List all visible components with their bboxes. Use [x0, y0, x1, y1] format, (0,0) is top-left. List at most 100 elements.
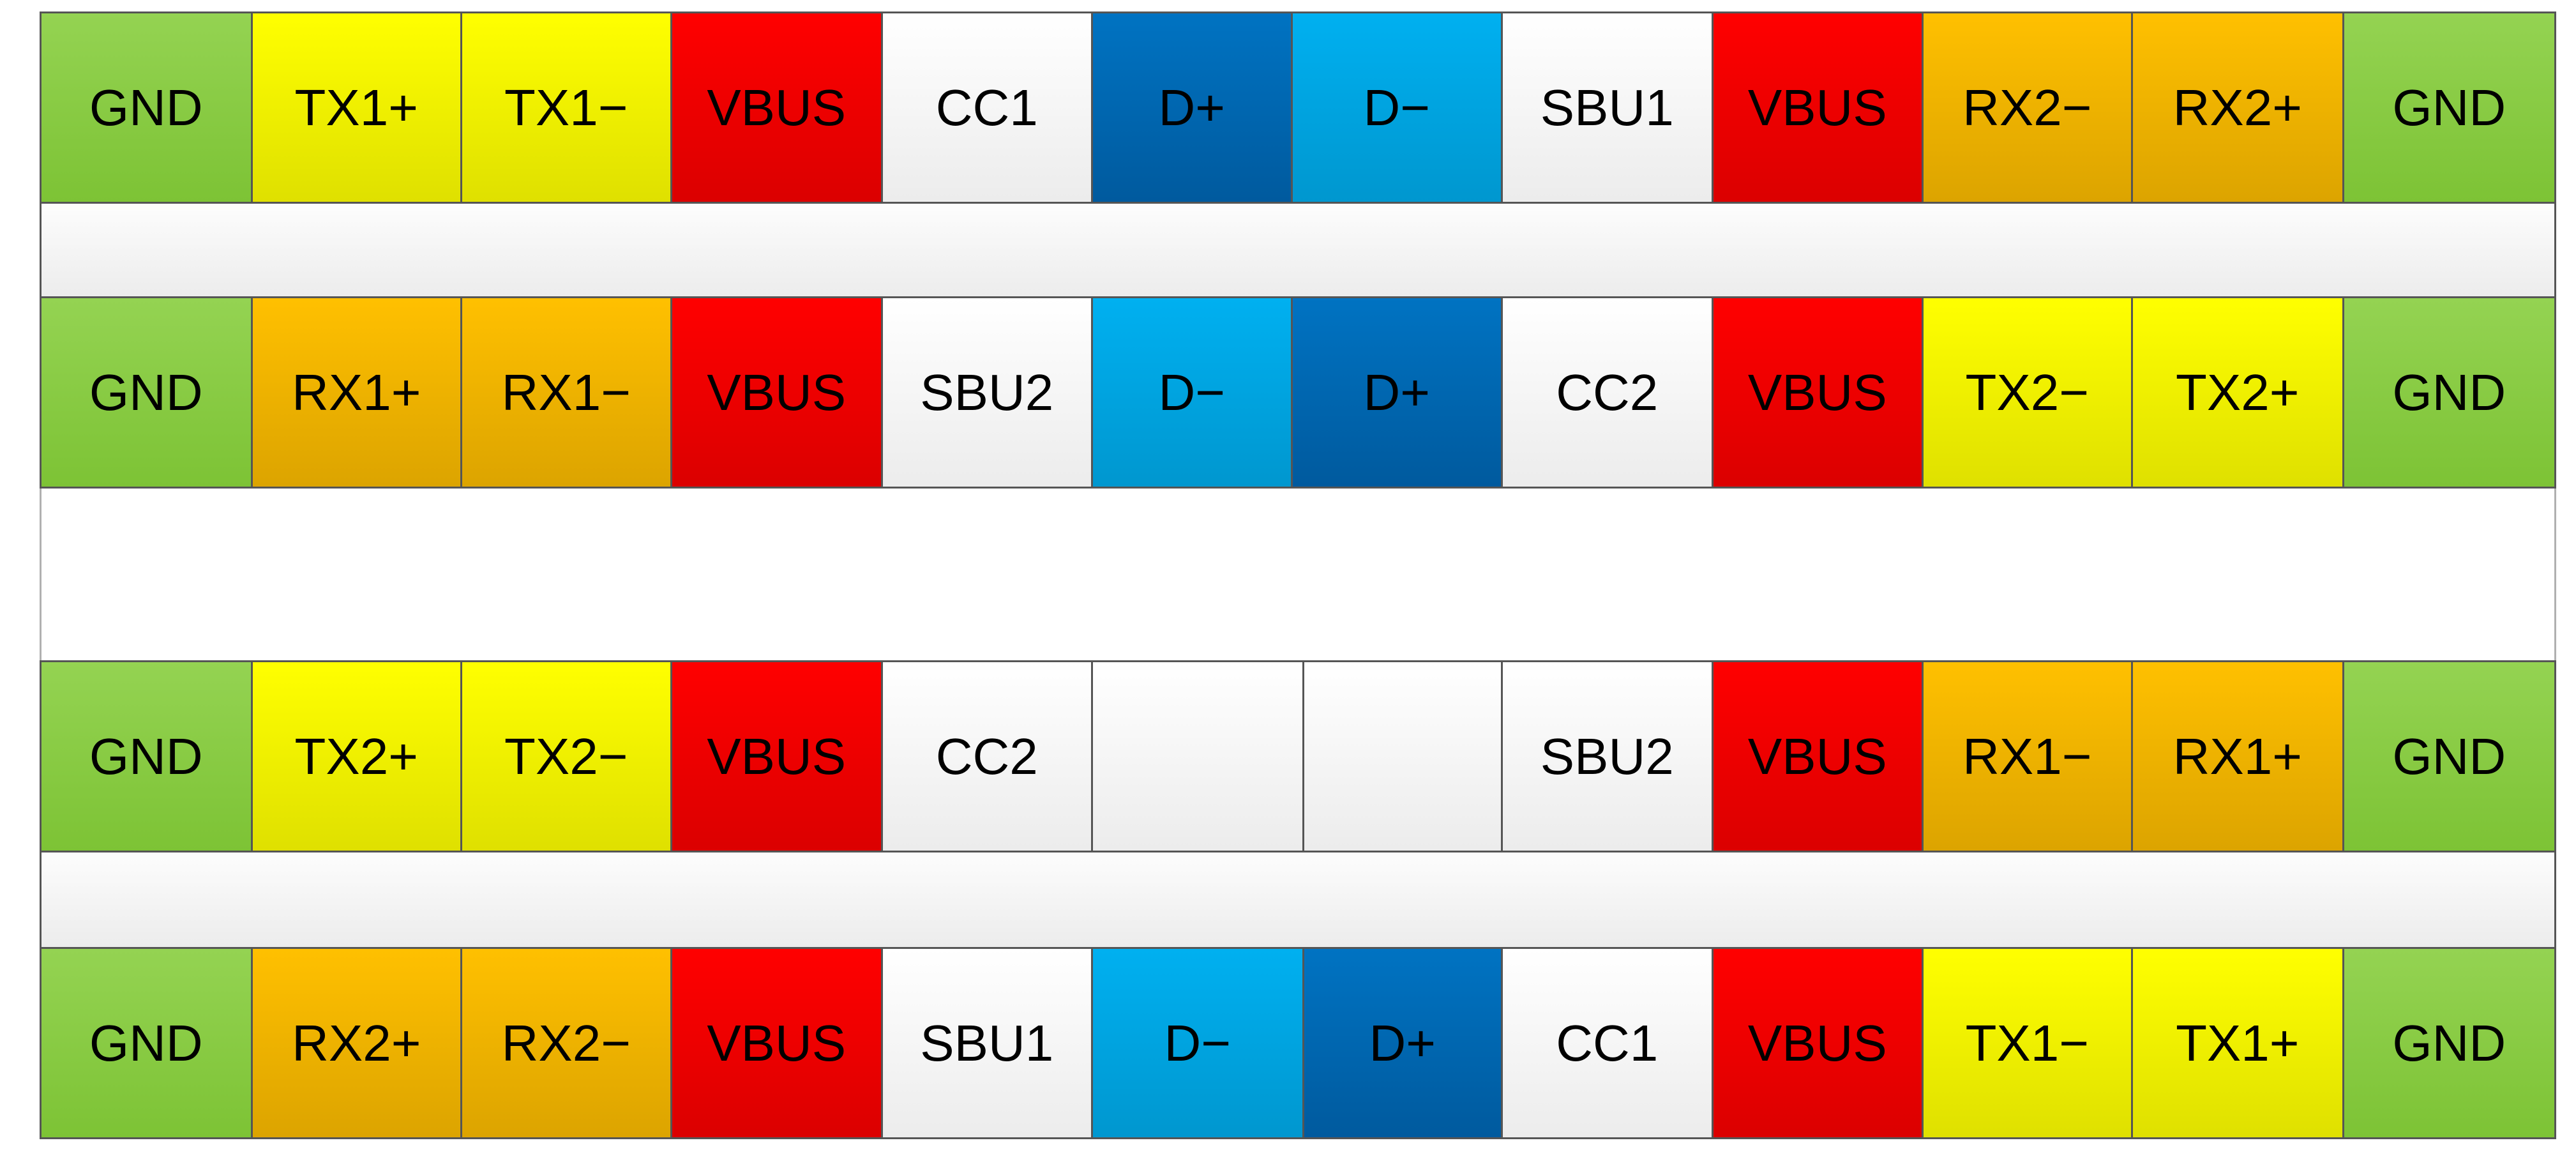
- pin-label: GND: [2392, 727, 2506, 785]
- tongue-bar-bottom: [40, 851, 2556, 947]
- pin-label: GND: [2392, 1014, 2506, 1072]
- pin-cell: D+: [1304, 949, 1503, 1137]
- pin-cell: CC2: [883, 662, 1093, 851]
- pin-cell: VBUS: [672, 13, 883, 202]
- pin-label: D−: [1363, 79, 1431, 136]
- pin-cell: GND: [41, 662, 253, 851]
- pin-label: D−: [1164, 1014, 1232, 1072]
- pin-label: D+: [1363, 363, 1431, 421]
- pin-cell: TX2−: [1923, 298, 2134, 487]
- pin-label: VBUS: [1747, 727, 1887, 785]
- pin-label: RX2+: [2173, 79, 2302, 136]
- pin-label: GND: [89, 1014, 203, 1072]
- pin-label: GND: [2392, 79, 2506, 136]
- pin-cell: SBU2: [1502, 662, 1714, 851]
- pin-cell: D−: [1293, 13, 1503, 202]
- pin-cell: SBU1: [883, 949, 1093, 1137]
- pin-cell: VBUS: [1714, 13, 1924, 202]
- pin-label: RX2−: [1962, 79, 2092, 136]
- pin-label: D+: [1158, 79, 1226, 136]
- pin-cell: [1092, 662, 1304, 851]
- pin-label: GND: [89, 79, 203, 136]
- pin-cell: TX1−: [1923, 949, 2134, 1137]
- pin-row-2: GND RX1+ RX1− VBUS SBU2 D− D+ CC2 VBUS TX2− TX2+ GN…: [40, 296, 2556, 489]
- pin-row-1: GND TX1+ TX1− VBUS CC1 D+ D− SBU1 VBUS RX2− RX2+ GN…: [40, 11, 2556, 204]
- pin-label: D+: [1369, 1014, 1436, 1072]
- pin-cell: RX2+: [252, 949, 462, 1137]
- pin-row-4: GND RX2+ RX2− VBUS SBU1 D− D+ CC1 VBUS TX1− TX1+ GN…: [40, 947, 2556, 1139]
- pin-cell: RX1+: [2133, 662, 2344, 851]
- pin-label: VBUS: [707, 363, 847, 421]
- pin-label: GND: [2392, 363, 2506, 421]
- pin-cell: CC2: [1502, 298, 1714, 487]
- pin-cell: TX2+: [252, 662, 462, 851]
- pin-label: RX1−: [501, 363, 631, 421]
- pin-cell: TX1+: [252, 13, 462, 202]
- pin-cell: GND: [41, 949, 253, 1137]
- tongue-bar-top: [40, 202, 2556, 298]
- pin-label: CC1: [935, 79, 1038, 136]
- pin-cell: RX1+: [252, 298, 462, 487]
- pin-label: RX1−: [1962, 727, 2092, 785]
- pin-cell: SBU2: [883, 298, 1093, 487]
- pin-label: CC2: [1556, 363, 1659, 421]
- pin-label: TX2+: [294, 727, 418, 785]
- pin-label: SBU2: [1540, 727, 1674, 785]
- pin-cell: VBUS: [1714, 298, 1924, 487]
- pin-cell: VBUS: [672, 662, 883, 851]
- pin-cell: GND: [2344, 662, 2555, 851]
- pin-cell: GND: [2344, 949, 2555, 1137]
- pin-label: TX1+: [294, 79, 418, 136]
- pin-label: TX2−: [1965, 363, 2089, 421]
- pin-label: D−: [1158, 363, 1226, 421]
- pin-cell: GND: [2344, 298, 2555, 487]
- pin-label: VBUS: [1747, 1014, 1887, 1072]
- pin-label: VBUS: [1747, 363, 1887, 421]
- pin-label: VBUS: [707, 727, 847, 785]
- pin-cell: VBUS: [672, 298, 883, 487]
- pin-cell: GND: [41, 13, 253, 202]
- pin-cell: TX2−: [462, 662, 672, 851]
- pin-label: GND: [89, 727, 203, 785]
- pin-cell: VBUS: [1714, 949, 1924, 1137]
- pin-cell: RX2−: [462, 949, 672, 1137]
- pin-cell: VBUS: [1714, 662, 1924, 851]
- pin-cell: RX2+: [2133, 13, 2344, 202]
- pin-label: VBUS: [707, 1014, 847, 1072]
- pin-cell: D+: [1293, 298, 1503, 487]
- pin-cell: TX2+: [2133, 298, 2344, 487]
- pin-label: RX2−: [501, 1014, 631, 1072]
- pin-label: SBU1: [920, 1014, 1054, 1072]
- pin-cell: RX2−: [1923, 13, 2134, 202]
- pin-label: CC1: [1556, 1014, 1659, 1072]
- pin-label: GND: [89, 363, 203, 421]
- pin-cell: D+: [1092, 13, 1293, 202]
- pin-cell: D−: [1092, 298, 1293, 487]
- pin-label: VBUS: [1747, 79, 1887, 136]
- connector-frame: [40, 11, 2556, 1139]
- pin-label: RX1+: [292, 363, 421, 421]
- pin-cell: RX1−: [462, 298, 672, 487]
- pin-cell: GND: [2344, 13, 2555, 202]
- pin-cell: GND: [41, 298, 253, 487]
- pin-cell: RX1−: [1923, 662, 2134, 851]
- pin-label: TX1−: [504, 79, 628, 136]
- pin-cell: CC1: [883, 13, 1093, 202]
- pin-label: TX1−: [1965, 1014, 2089, 1072]
- pin-label: RX2+: [292, 1014, 421, 1072]
- pin-cell: D−: [1092, 949, 1304, 1137]
- pin-label: CC2: [935, 727, 1038, 785]
- pin-cell: VBUS: [672, 949, 883, 1137]
- pin-cell: CC1: [1502, 949, 1714, 1137]
- pin-cell: SBU1: [1502, 13, 1714, 202]
- pin-label: TX2−: [504, 727, 628, 785]
- pin-label: SBU1: [1540, 79, 1674, 136]
- pin-label: VBUS: [707, 79, 847, 136]
- pin-cell: TX1−: [462, 13, 672, 202]
- pin-row-3: GND TX2+ TX2− VBUS CC2 SBU2 VBUS RX1− RX1+ GND: [40, 660, 2556, 852]
- pin-label: TX1+: [2176, 1014, 2300, 1072]
- pin-label: SBU2: [920, 363, 1054, 421]
- pin-label: TX2+: [2176, 363, 2300, 421]
- pin-cell: [1304, 662, 1503, 851]
- pin-cell: TX1+: [2133, 949, 2344, 1137]
